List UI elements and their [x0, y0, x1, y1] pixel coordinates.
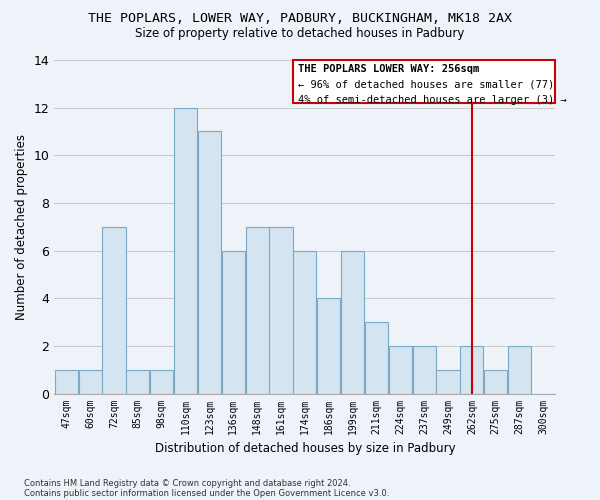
Bar — [126, 370, 149, 394]
Bar — [221, 250, 245, 394]
Y-axis label: Number of detached properties: Number of detached properties — [15, 134, 28, 320]
Bar — [79, 370, 101, 394]
Bar — [103, 227, 125, 394]
Bar — [436, 370, 460, 394]
Text: Size of property relative to detached houses in Padbury: Size of property relative to detached ho… — [136, 28, 464, 40]
Bar — [293, 250, 316, 394]
Bar — [508, 346, 531, 394]
Bar — [150, 370, 173, 394]
Text: THE POPLARS, LOWER WAY, PADBURY, BUCKINGHAM, MK18 2AX: THE POPLARS, LOWER WAY, PADBURY, BUCKING… — [88, 12, 512, 26]
Bar — [413, 346, 436, 394]
Bar — [365, 322, 388, 394]
Bar — [317, 298, 340, 394]
Bar — [389, 346, 412, 394]
Text: 4% of semi-detached houses are larger (3) →: 4% of semi-detached houses are larger (3… — [298, 94, 566, 104]
Bar — [484, 370, 508, 394]
Bar — [341, 250, 364, 394]
Bar — [174, 108, 197, 394]
Bar — [269, 227, 293, 394]
Text: Contains public sector information licensed under the Open Government Licence v3: Contains public sector information licen… — [24, 488, 389, 498]
Text: ← 96% of detached houses are smaller (77): ← 96% of detached houses are smaller (77… — [298, 79, 554, 89]
Bar — [245, 227, 269, 394]
Text: Contains HM Land Registry data © Crown copyright and database right 2024.: Contains HM Land Registry data © Crown c… — [24, 478, 350, 488]
X-axis label: Distribution of detached houses by size in Padbury: Distribution of detached houses by size … — [155, 442, 455, 455]
Bar — [460, 346, 484, 394]
Bar — [55, 370, 78, 394]
FancyBboxPatch shape — [293, 60, 556, 103]
Text: THE POPLARS LOWER WAY: 256sqm: THE POPLARS LOWER WAY: 256sqm — [298, 64, 479, 74]
Bar — [198, 132, 221, 394]
